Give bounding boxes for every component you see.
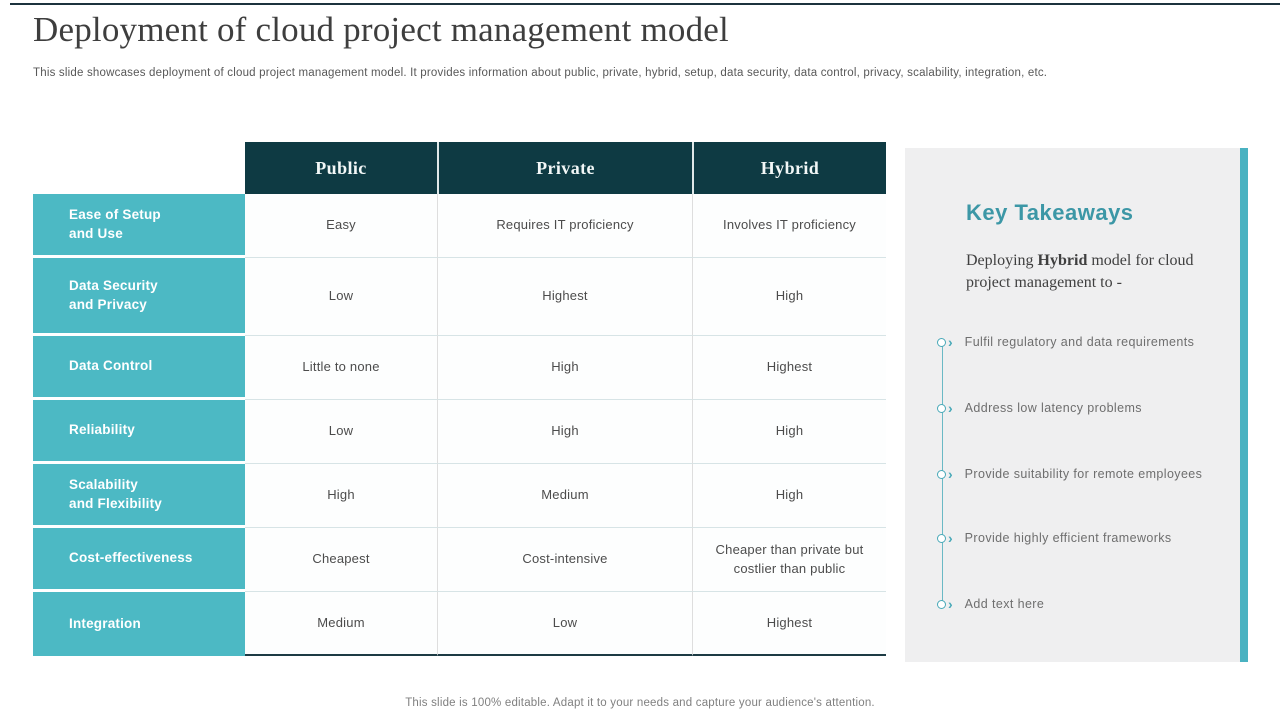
row-header-cost-effectiveness: Cost-effectiveness — [33, 528, 245, 592]
takeaway-item: › Provide suitability for remote employe… — [937, 467, 1202, 481]
takeaway-label: Add text here — [964, 597, 1045, 611]
table-cell: High — [437, 400, 692, 464]
takeaway-item: › Address low latency problems — [937, 401, 1142, 415]
top-divider — [10, 3, 1280, 5]
row-header-data-control: Data Control — [33, 336, 245, 400]
takeaway-label: Provide highly efficient frameworks — [964, 531, 1172, 545]
intro-bold: Hybrid — [1037, 252, 1088, 269]
table-cell: Medium — [245, 592, 437, 656]
takeaway-label: Fulfil regulatory and data requirements — [964, 335, 1195, 349]
table-cell: Low — [437, 592, 692, 656]
chevron-right-icon: › — [948, 530, 953, 546]
column-header-public: Public — [315, 157, 367, 178]
takeaway-label: Provide suitability for remote employees — [964, 467, 1203, 481]
intro-suffix: model for cloud project management to - — [966, 252, 1194, 292]
bullet-circle-icon — [937, 337, 946, 347]
table-cell: Little to none — [245, 336, 437, 400]
key-takeaways-panel: Key Takeaways Deploying Hybrid model for… — [905, 148, 1248, 662]
table-cell: Cost-intensive — [437, 528, 692, 592]
row-header-data-security: Data Security and Privacy — [33, 258, 245, 336]
table-cell: Highest — [692, 592, 886, 656]
bullet-circle-icon — [937, 403, 946, 413]
bullet-circle-icon — [937, 533, 946, 543]
page-title: Deployment of cloud project management m… — [33, 10, 729, 49]
table-cell: High — [692, 258, 886, 336]
table-cell: Cheapest — [245, 528, 437, 592]
comparison-table: Ease of Setup and Use Easy Requires IT p… — [33, 194, 886, 656]
column-header-hybrid: Hybrid — [692, 142, 886, 194]
chevron-right-icon: › — [948, 334, 953, 350]
table-cell: Requires IT proficiency — [437, 194, 692, 258]
chevron-right-icon: › — [948, 466, 953, 482]
takeaway-item: › Fulfil regulatory and data requirement… — [937, 335, 1194, 349]
table-cell: High — [692, 400, 886, 464]
footer-note: This slide is 100% editable. Adapt it to… — [405, 697, 875, 709]
column-header-private: Private — [437, 142, 692, 194]
takeaway-label: Address low latency problems — [964, 401, 1142, 415]
key-takeaways-title: Key Takeaways — [966, 200, 1134, 225]
table-cell: Highest — [437, 258, 692, 336]
panel-accent-bar — [1240, 148, 1248, 662]
table-cell: Highest — [692, 336, 886, 400]
chevron-right-icon: › — [948, 596, 953, 612]
chevron-right-icon: › — [948, 400, 953, 416]
table-cell: High — [692, 464, 886, 528]
row-header-scalability: Scalability and Flexibility — [33, 464, 245, 528]
bullet-circle-icon — [937, 469, 946, 479]
row-header-integration: Integration — [33, 592, 245, 656]
bullet-circle-icon — [937, 599, 946, 609]
table-cell: Easy — [245, 194, 437, 258]
table-cell: High — [437, 336, 692, 400]
key-takeaways-intro: Deploying Hybrid model for cloud project… — [966, 250, 1224, 295]
takeaway-item: › Add text here — [937, 597, 1044, 611]
row-header-reliability: Reliability — [33, 400, 245, 464]
takeaway-item: › Provide highly efficient frameworks — [937, 531, 1172, 545]
table-cell: High — [245, 464, 437, 528]
page-subtitle: This slide showcases deployment of cloud… — [33, 67, 1048, 79]
row-header-ease-of-setup: Ease of Setup and Use — [33, 194, 245, 258]
table-column-headers: Public Private Hybrid — [245, 142, 886, 194]
table-cell: Cheaper than private but costlier than p… — [692, 528, 886, 592]
table-cell: Medium — [437, 464, 692, 528]
intro-prefix: Deploying — [966, 252, 1038, 269]
table-cell: Low — [245, 258, 437, 336]
table-cell: Low — [245, 400, 437, 464]
table-cell: Involves IT proficiency — [692, 194, 886, 258]
